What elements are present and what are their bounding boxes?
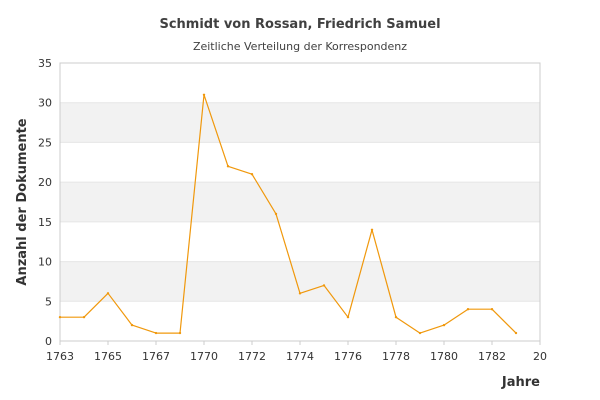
data-point bbox=[130, 323, 134, 327]
grid-band bbox=[60, 102, 540, 143]
plot-bands bbox=[60, 102, 540, 302]
data-point bbox=[346, 315, 350, 319]
y-tick-label: 0 bbox=[45, 335, 52, 348]
data-point bbox=[370, 228, 374, 231]
data-point bbox=[514, 331, 518, 335]
data-point bbox=[82, 315, 86, 319]
data-point bbox=[442, 323, 446, 327]
data-point bbox=[154, 331, 158, 335]
y-axis-ticks: 0 5 10 15 20 25 30 35 bbox=[38, 57, 52, 348]
data-point bbox=[250, 173, 254, 176]
x-tick-label: 1774 bbox=[286, 350, 314, 363]
y-axis-title: Anzahl der Dokumente bbox=[15, 118, 30, 285]
y-tick-label: 5 bbox=[45, 295, 52, 308]
chart-title: Schmidt von Rossan, Friedrich Samuel bbox=[159, 17, 441, 32]
data-point bbox=[202, 93, 206, 96]
data-point bbox=[418, 331, 422, 335]
y-tick-label: 15 bbox=[38, 216, 52, 229]
data-point bbox=[58, 315, 62, 319]
x-tick-label: 1763 bbox=[46, 350, 74, 363]
grid-band bbox=[60, 182, 540, 222]
data-point bbox=[490, 308, 494, 311]
series-line bbox=[60, 94, 517, 334]
data-point bbox=[106, 292, 110, 295]
y-tick-label: 25 bbox=[38, 136, 52, 149]
x-tick-label: 1776 bbox=[334, 350, 362, 363]
data-point bbox=[178, 331, 182, 335]
data-point bbox=[322, 284, 326, 287]
data-point bbox=[274, 212, 278, 216]
data-point bbox=[226, 165, 230, 168]
y-tick-label: 10 bbox=[38, 256, 52, 269]
series-group bbox=[58, 93, 518, 335]
data-point bbox=[298, 292, 302, 295]
x-tick-label: 1765 bbox=[94, 350, 122, 363]
data-point bbox=[466, 308, 470, 311]
chart-subtitle: Zeitliche Verteilung der Korrespondenz bbox=[192, 40, 408, 53]
x-tick-label: 1770 bbox=[190, 350, 218, 363]
y-tick-label: 30 bbox=[38, 97, 52, 110]
grid-band bbox=[60, 261, 540, 302]
x-tick-label: 1772 bbox=[238, 350, 266, 363]
y-tick-label: 20 bbox=[38, 176, 52, 189]
x-axis-ticks: 1763 1765 1767 1770 1772 1774 1776 1778 1780 1782… bbox=[46, 341, 547, 363]
data-point bbox=[394, 315, 398, 319]
x-tick-label: 1778 bbox=[382, 350, 410, 363]
x-tick-label: 1767 bbox=[142, 350, 170, 363]
x-axis-title: Jahre bbox=[501, 375, 540, 390]
x-tick-label: 1782 bbox=[478, 350, 506, 363]
x-tick-label: 20 bbox=[533, 350, 547, 363]
y-tick-label: 35 bbox=[38, 57, 52, 70]
x-tick-label: 1780 bbox=[430, 350, 458, 363]
